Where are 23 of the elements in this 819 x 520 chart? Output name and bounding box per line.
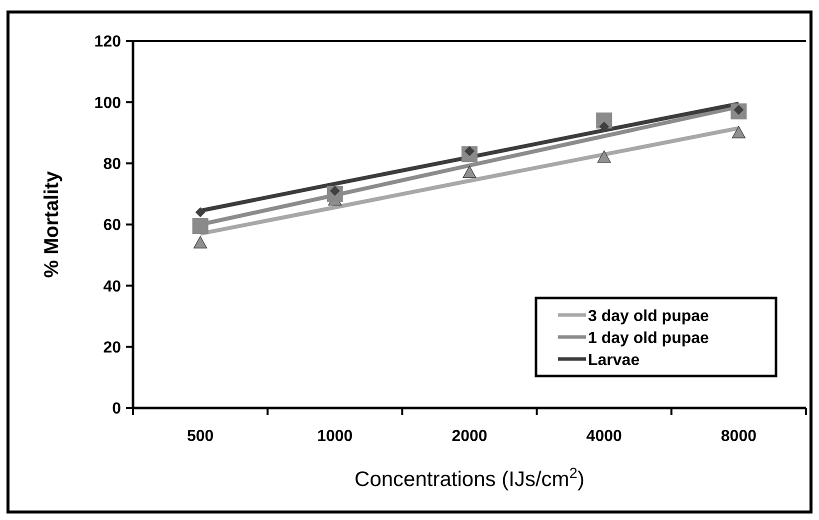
- x-tick-label: 1000: [317, 428, 353, 445]
- x-tick-label: 8000: [720, 428, 757, 445]
- point: [192, 218, 208, 234]
- x-axis-title: Concentrations (IJs/cm$^{2}$): [354, 466, 584, 491]
- point: [195, 207, 206, 218]
- y-tick-label: 60: [103, 217, 122, 234]
- legend-label: 3 day old pupae: [588, 308, 710, 325]
- x-tick-label: 4000: [586, 428, 622, 445]
- y-tick-label: 20: [103, 339, 122, 356]
- point: [597, 150, 611, 163]
- x-tick-label: 500: [186, 428, 214, 445]
- point: [462, 166, 476, 178]
- y-tick-label: 0: [112, 400, 122, 418]
- y-tick-label: 40: [103, 278, 122, 296]
- point: [732, 126, 746, 138]
- y-tick-label: 120: [94, 34, 122, 51]
- y-axis-title: % Mortality: [41, 170, 63, 278]
- point: [194, 236, 208, 248]
- y-tick-label: 80: [103, 156, 122, 173]
- legend-label: 1 day old pupae: [588, 330, 710, 347]
- x-tick-label: 2000: [452, 428, 488, 445]
- legend-label: Larvae: [588, 352, 640, 369]
- y-tick-label: 100: [94, 94, 122, 112]
